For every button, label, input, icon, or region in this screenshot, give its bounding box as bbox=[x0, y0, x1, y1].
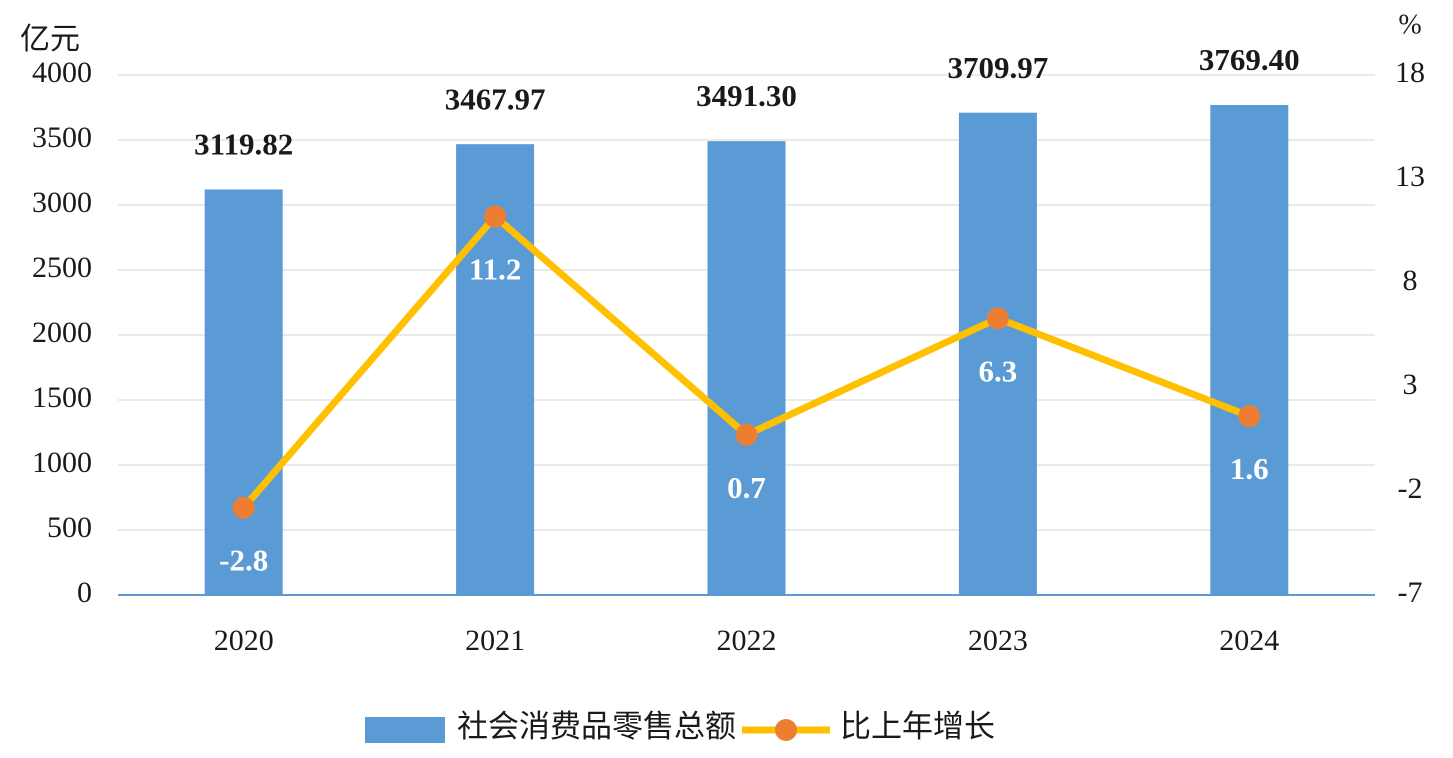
y-tick-label: 3500 bbox=[32, 121, 92, 154]
line-value-label: 11.2 bbox=[469, 252, 522, 287]
legend-swatch-marker bbox=[775, 719, 797, 741]
bar-value-label: 3119.82 bbox=[194, 127, 293, 162]
bar bbox=[958, 112, 1037, 595]
line-value-label: -2.8 bbox=[219, 543, 268, 578]
y2-tick-label: 13 bbox=[1395, 160, 1425, 193]
line-marker bbox=[484, 205, 507, 228]
line-marker bbox=[232, 496, 255, 519]
line-value-label: 1.6 bbox=[1230, 451, 1269, 486]
y-tick-label: 2000 bbox=[32, 316, 92, 349]
bar bbox=[204, 189, 283, 595]
y-tick-label: 1500 bbox=[32, 381, 92, 414]
bar-value-label: 3709.97 bbox=[948, 50, 1049, 85]
x-tick-label: 2024 bbox=[1219, 624, 1279, 657]
bar-value-label: 3769.40 bbox=[1199, 42, 1300, 77]
y2-axis-unit: % bbox=[1398, 9, 1421, 40]
line-value-label: 6.3 bbox=[979, 353, 1018, 388]
y2-tick-label: 18 bbox=[1395, 56, 1425, 89]
y-tick-label: 1000 bbox=[32, 446, 92, 479]
bar-value-label: 3467.97 bbox=[445, 81, 546, 116]
y-tick-label: 0 bbox=[77, 576, 92, 609]
line-marker bbox=[735, 423, 758, 446]
y-tick-label: 2500 bbox=[32, 251, 92, 284]
y2-tick-label: -2 bbox=[1398, 472, 1423, 505]
x-tick-label: 2021 bbox=[465, 624, 525, 657]
y2-tick-label: -7 bbox=[1398, 576, 1423, 609]
x-tick-label: 2023 bbox=[968, 624, 1028, 657]
y2-tick-label: 8 bbox=[1403, 264, 1418, 297]
line-value-label: 0.7 bbox=[727, 470, 766, 505]
bar bbox=[707, 141, 786, 596]
legend-label: 比上年增长 bbox=[840, 709, 995, 744]
line-marker bbox=[1238, 405, 1261, 428]
bar-value-label: 3491.30 bbox=[696, 78, 797, 113]
y-tick-label: 3000 bbox=[32, 186, 92, 219]
y-axis-unit: 亿元 bbox=[20, 23, 80, 56]
line-marker bbox=[986, 307, 1009, 330]
y-tick-label: 500 bbox=[47, 511, 92, 544]
x-tick-label: 2022 bbox=[717, 624, 777, 657]
bar bbox=[1210, 104, 1289, 595]
y-tick-label: 4000 bbox=[32, 56, 92, 89]
x-tick-label: 2020 bbox=[214, 624, 274, 657]
legend-label: 社会消费品零售总额 bbox=[457, 709, 736, 744]
y2-tick-label: 3 bbox=[1403, 368, 1418, 401]
legend-swatch bbox=[365, 717, 445, 743]
